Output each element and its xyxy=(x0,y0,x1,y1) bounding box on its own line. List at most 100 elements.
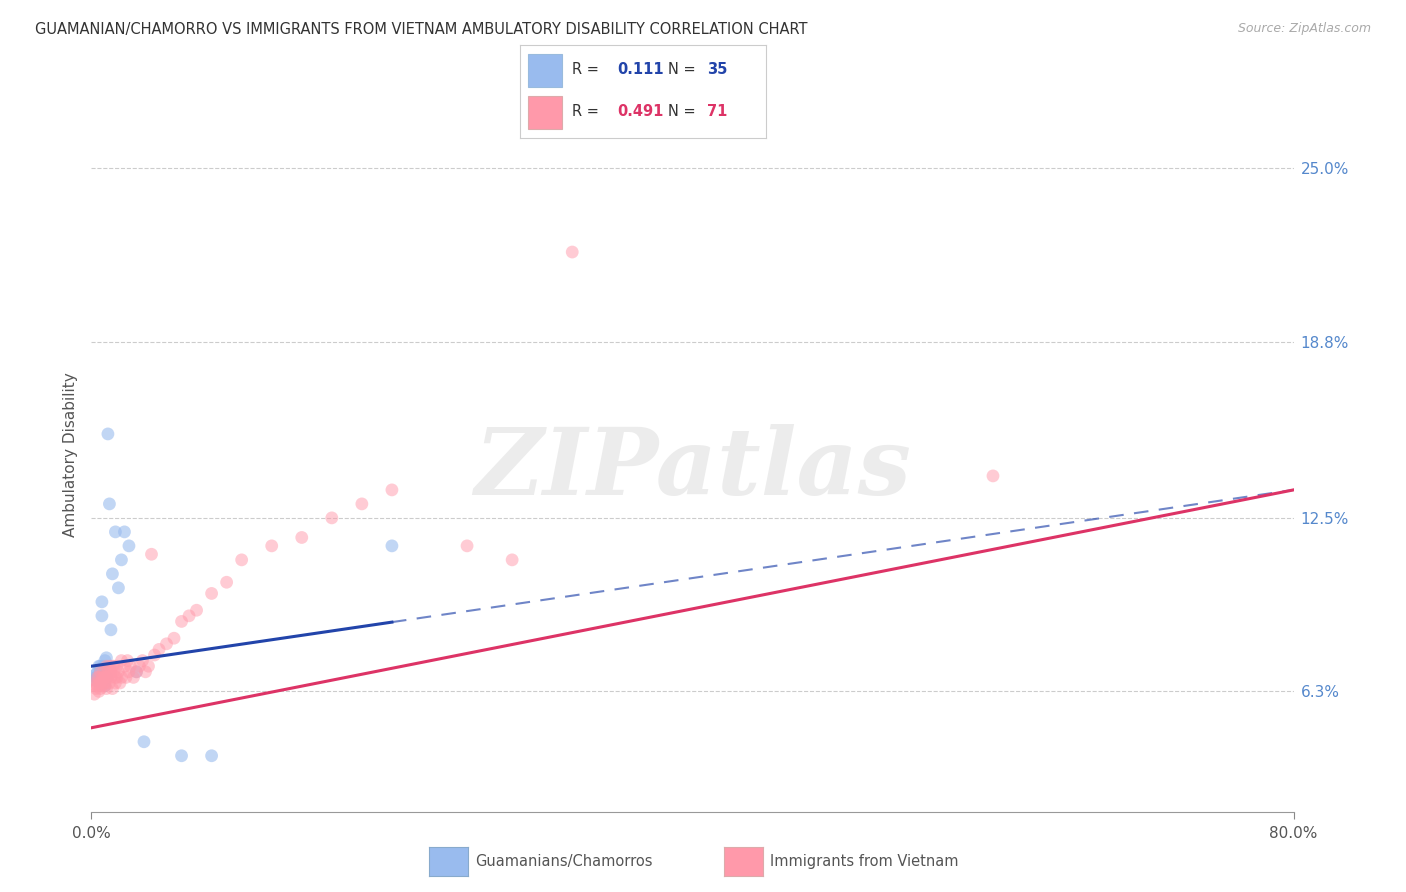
Text: ZIPatlas: ZIPatlas xyxy=(474,425,911,514)
Point xyxy=(143,648,166,662)
Point xyxy=(186,603,208,617)
Point xyxy=(84,681,107,696)
Point xyxy=(90,679,112,693)
Point xyxy=(260,539,283,553)
Point xyxy=(132,735,155,749)
Point xyxy=(114,659,136,673)
Point xyxy=(93,665,115,679)
Point xyxy=(83,687,105,701)
Text: R =: R = xyxy=(572,104,603,119)
Point xyxy=(94,679,117,693)
Point xyxy=(103,665,125,679)
Point xyxy=(89,670,111,684)
Point xyxy=(110,654,132,668)
Point xyxy=(104,676,127,690)
Point xyxy=(98,676,121,690)
Point xyxy=(170,615,193,629)
Point xyxy=(125,665,148,679)
Text: 35: 35 xyxy=(707,62,727,77)
Point xyxy=(118,665,141,679)
Point xyxy=(93,670,115,684)
Point xyxy=(105,659,128,673)
Point xyxy=(104,524,127,539)
Point xyxy=(94,670,117,684)
Text: Immigrants from Vietnam: Immigrants from Vietnam xyxy=(770,855,959,869)
Point xyxy=(122,670,145,684)
Text: R =: R = xyxy=(572,62,603,77)
Point xyxy=(97,426,120,441)
Point xyxy=(93,659,115,673)
Point xyxy=(96,670,118,684)
Point xyxy=(97,665,120,679)
Point xyxy=(86,670,108,684)
Point xyxy=(96,650,118,665)
Point xyxy=(97,670,120,684)
Point xyxy=(291,531,314,545)
Point xyxy=(107,581,129,595)
Point xyxy=(101,681,124,696)
Point xyxy=(90,595,112,609)
Point xyxy=(350,497,373,511)
Point xyxy=(108,676,131,690)
Point xyxy=(96,659,118,673)
Point xyxy=(110,553,132,567)
Point xyxy=(83,679,105,693)
Point xyxy=(87,659,110,673)
Point xyxy=(115,670,138,684)
Point xyxy=(118,539,141,553)
Point xyxy=(131,654,153,668)
Point xyxy=(381,483,404,497)
Point xyxy=(84,676,107,690)
Point xyxy=(87,684,110,698)
Text: GUAMANIAN/CHAMORRO VS IMMIGRANTS FROM VIETNAM AMBULATORY DISABILITY CORRELATION : GUAMANIAN/CHAMORRO VS IMMIGRANTS FROM VI… xyxy=(35,22,807,37)
Point xyxy=(87,667,110,681)
Point xyxy=(381,539,404,553)
Point xyxy=(86,670,108,684)
Point xyxy=(141,547,163,561)
Point xyxy=(100,665,122,679)
Text: Source: ZipAtlas.com: Source: ZipAtlas.com xyxy=(1237,22,1371,36)
Text: N =: N = xyxy=(668,62,700,77)
Point xyxy=(87,670,110,684)
Text: 0.491: 0.491 xyxy=(617,104,664,119)
Point xyxy=(90,670,112,684)
Point xyxy=(981,469,1004,483)
Point xyxy=(155,637,177,651)
Point xyxy=(128,659,150,673)
Point xyxy=(114,524,136,539)
Point xyxy=(117,654,139,668)
Point xyxy=(83,673,105,688)
Point xyxy=(561,245,583,260)
Point xyxy=(163,631,186,645)
Point xyxy=(89,681,111,696)
Point xyxy=(148,642,170,657)
Point xyxy=(90,608,112,623)
Point xyxy=(215,575,238,590)
Point xyxy=(93,670,115,684)
Text: Guamanians/Chamorros: Guamanians/Chamorros xyxy=(475,855,652,869)
Point xyxy=(231,553,253,567)
Point xyxy=(120,659,142,673)
Text: 0.111: 0.111 xyxy=(617,62,664,77)
Point xyxy=(100,623,122,637)
Point xyxy=(94,679,117,693)
FancyBboxPatch shape xyxy=(527,54,562,87)
Point xyxy=(94,676,117,690)
Point xyxy=(104,670,127,684)
Point xyxy=(96,670,118,684)
Point xyxy=(93,665,115,679)
Point xyxy=(110,670,132,684)
Point xyxy=(201,586,224,600)
Point xyxy=(201,748,224,763)
Point xyxy=(84,667,107,681)
Point xyxy=(101,659,124,673)
FancyBboxPatch shape xyxy=(527,96,562,129)
Text: N =: N = xyxy=(668,104,700,119)
Point xyxy=(89,665,111,679)
Point xyxy=(96,681,118,696)
Point xyxy=(89,659,111,673)
Point xyxy=(84,670,107,684)
Point xyxy=(98,497,121,511)
Point xyxy=(87,670,110,684)
Point xyxy=(94,654,117,668)
